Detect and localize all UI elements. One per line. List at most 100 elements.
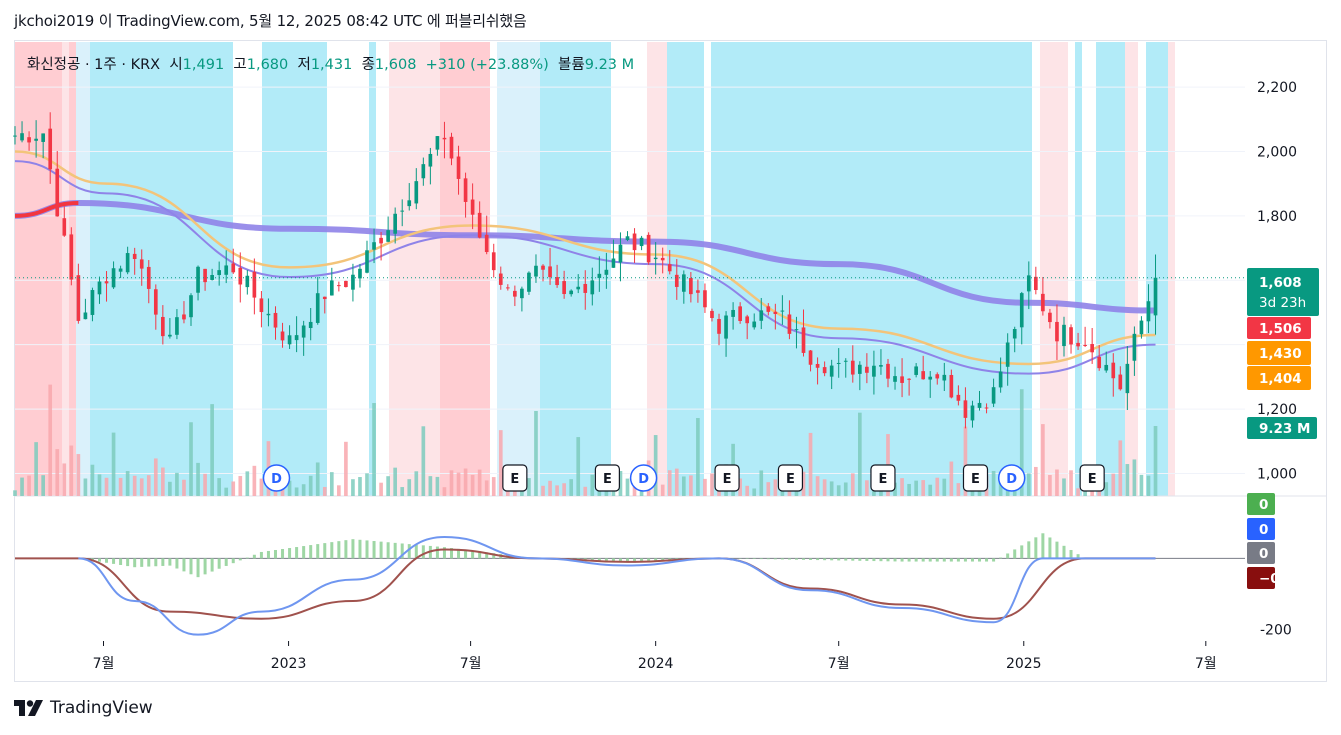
- volume-bar: [963, 426, 968, 496]
- candle-body: [266, 313, 271, 316]
- chart-frame[interactable]: [14, 40, 1327, 682]
- background-band: [262, 42, 327, 496]
- candle-body: [1062, 324, 1066, 347]
- event-label: E: [786, 472, 795, 487]
- volume-bar: [13, 490, 17, 496]
- background-bands: [15, 42, 1175, 496]
- volume-bar: [203, 473, 207, 496]
- event-dividend[interactable]: D: [997, 464, 1026, 492]
- footer-brand[interactable]: TradingView: [14, 698, 153, 718]
- volume-bar: [921, 480, 926, 496]
- candle-body: [132, 253, 137, 259]
- osc-histogram-bar: [464, 549, 468, 559]
- price-tags: 1,608 3d 23h 1,506 1,430 1,404 9.23 M 0 0 0 −0: [1247, 268, 1319, 589]
- event-earnings[interactable]: E: [1079, 464, 1105, 492]
- event-label: E: [879, 472, 888, 487]
- osc-tag-2: 0: [1247, 518, 1275, 540]
- candle-body: [850, 360, 855, 375]
- candle-body: [386, 230, 390, 242]
- candle-body: [879, 365, 883, 367]
- osc-histogram-bar: [421, 545, 425, 559]
- event-earnings[interactable]: E: [962, 464, 989, 492]
- candle-body: [161, 316, 165, 337]
- candle-body: [196, 266, 200, 293]
- volume-bar: [625, 478, 630, 496]
- candle-body: [1041, 293, 1045, 312]
- candle-body: [639, 237, 644, 247]
- background-band: [440, 42, 490, 496]
- ma-orange-line: [14, 150, 1156, 366]
- osc-histogram-bar: [900, 558, 904, 562]
- osc-histogram-bar: [316, 544, 320, 559]
- event-label: E: [1088, 472, 1097, 487]
- osc-histogram-bar: [907, 558, 911, 562]
- osc-histogram-bar: [647, 558, 651, 561]
- legend-symbol[interactable]: 화신정공 · 1주 · KRX: [27, 57, 161, 73]
- candle-body: [484, 234, 489, 253]
- candle-body: [1125, 363, 1130, 394]
- event-earnings[interactable]: E: [714, 464, 740, 492]
- event-earnings[interactable]: E: [870, 464, 896, 492]
- candle-body: [991, 387, 996, 404]
- volume-bar: [1146, 475, 1151, 496]
- background-band: [62, 42, 69, 496]
- osc-histogram-bar: [210, 558, 214, 572]
- osc-histogram-bar: [175, 558, 179, 569]
- osc-histogram-bar: [752, 558, 756, 559]
- event-earnings[interactable]: E: [777, 464, 804, 492]
- event-earnings[interactable]: E: [594, 464, 620, 492]
- osc-histogram-bar: [654, 558, 658, 561]
- candle-body: [139, 259, 144, 269]
- osc-tag-4: −0: [1247, 567, 1280, 589]
- candle-body: [13, 135, 17, 137]
- osc-histogram-bar: [773, 558, 777, 560]
- osc-histogram-bar: [224, 558, 228, 566]
- volume-bar: [527, 478, 531, 496]
- candle-body: [322, 296, 327, 300]
- volume-bar: [196, 462, 200, 496]
- volume-bar: [1026, 473, 1031, 496]
- ma-red-segment: [14, 200, 79, 218]
- osc-histogram-bar: [196, 558, 200, 578]
- price-tick-label: 2,000: [1257, 144, 1297, 160]
- event-earnings[interactable]: E: [502, 464, 528, 492]
- candle-body: [949, 374, 954, 398]
- ma-orange-tag-2-text: 1,404: [1259, 371, 1302, 387]
- candle-body: [935, 374, 940, 379]
- volume-bar: [1153, 426, 1158, 496]
- candle-body: [470, 199, 475, 215]
- volume-bar: [1125, 464, 1130, 496]
- volume-bar: [555, 485, 559, 496]
- ma-purple-thin: [14, 160, 1156, 375]
- event-dividend[interactable]: D: [629, 464, 658, 492]
- volume-bar: [132, 475, 137, 496]
- volume-bar: [752, 488, 757, 496]
- candle-body: [259, 298, 264, 313]
- volume-bar: [294, 487, 299, 496]
- volume-bar: [829, 481, 834, 496]
- osc-histogram-bar: [119, 558, 123, 565]
- legend-close-label: 종: [361, 57, 375, 73]
- earnings-marker-icon: [714, 464, 740, 492]
- osc-histogram-bar: [147, 558, 151, 567]
- volume-bar: [1019, 389, 1024, 496]
- candle-body: [1069, 327, 1073, 345]
- legend-low-label: 저: [297, 57, 311, 73]
- volume-bar: [843, 482, 848, 496]
- candle-body: [998, 371, 1003, 388]
- volume-bar: [1132, 459, 1137, 496]
- event-dividend[interactable]: D: [262, 464, 291, 492]
- volume-bar: [175, 472, 179, 496]
- osc-histogram-bar: [1027, 541, 1031, 559]
- candle-body: [534, 265, 538, 277]
- osc-histogram-bar: [1006, 553, 1010, 559]
- volume-bar: [1076, 488, 1080, 496]
- volume-bar: [41, 475, 45, 496]
- candle-body: [907, 378, 911, 380]
- volume-bar: [745, 485, 750, 496]
- candle-body: [463, 178, 468, 202]
- candle-body: [365, 250, 369, 273]
- candle-body: [815, 363, 820, 368]
